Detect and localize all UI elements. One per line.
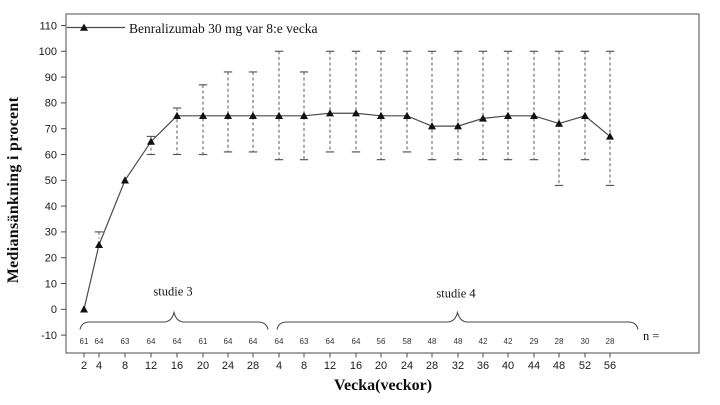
svg-text:63: 63 [300,337,309,346]
series-line [83,112,611,310]
svg-text:12: 12 [324,360,336,372]
svg-text:16: 16 [350,360,362,372]
svg-text:110: 110 [39,20,57,32]
study-braces [79,310,639,330]
svg-text:10: 10 [45,278,57,290]
svg-text:4: 4 [276,360,282,372]
svg-text:52: 52 [579,360,591,372]
svg-text:64: 64 [95,337,104,346]
svg-text:63: 63 [121,337,130,346]
svg-text:8: 8 [301,360,307,372]
svg-text:42: 42 [504,337,513,346]
svg-text:-10: -10 [41,330,57,342]
svg-text:64: 64 [147,337,156,346]
svg-text:64: 64 [326,337,335,346]
x-axis-title: Vecka(veckor) [333,377,433,394]
svg-text:48: 48 [553,360,565,372]
svg-text:20: 20 [375,360,387,372]
svg-text:44: 44 [528,360,540,372]
error-bars [94,50,615,239]
svg-text:28: 28 [247,360,259,372]
study-3-label: studie 3 [153,284,193,299]
svg-text:0: 0 [51,304,57,316]
n-equals-label: n = [643,329,660,343]
svg-text:2: 2 [81,360,87,372]
svg-text:16: 16 [171,360,183,372]
n-values-row: 61 64 63 64 64 61 64 64 64 63 64 64 56 58 48 48 42 42 29 28… [80,337,615,346]
svg-text:36: 36 [477,360,489,372]
svg-text:28: 28 [426,360,438,372]
legend-label: Benralizumab 30 mg var 8:e vecka [129,21,318,36]
svg-text:24: 24 [222,360,234,372]
study-4-label: studie 4 [436,286,476,301]
svg-text:50: 50 [45,175,57,187]
svg-text:42: 42 [479,337,488,346]
svg-text:61: 61 [199,337,208,346]
svg-text:56: 56 [604,360,616,372]
legend-marker [67,23,125,31]
svg-text:32: 32 [452,360,464,372]
y-axis-title: Mediansänkning i procent [5,96,22,284]
svg-text:58: 58 [403,337,412,346]
svg-text:48: 48 [454,337,463,346]
svg-text:70: 70 [45,124,57,136]
svg-text:56: 56 [377,337,386,346]
svg-text:28: 28 [606,337,615,346]
svg-text:40: 40 [45,201,57,213]
svg-text:30: 30 [581,337,590,346]
svg-text:20: 20 [45,253,57,265]
series-markers [80,109,614,313]
svg-text:61: 61 [80,337,89,346]
svg-text:24: 24 [401,360,413,372]
svg-text:80: 80 [45,98,57,110]
svg-text:48: 48 [428,337,437,346]
svg-text:28: 28 [555,337,564,346]
svg-text:30: 30 [45,227,57,239]
svg-text:60: 60 [45,149,57,161]
svg-text:64: 64 [275,337,284,346]
svg-text:29: 29 [530,337,539,346]
svg-text:8: 8 [122,360,128,372]
svg-text:20: 20 [197,360,209,372]
svg-text:40: 40 [502,360,514,372]
svg-text:64: 64 [224,337,233,346]
svg-text:12: 12 [145,360,157,372]
svg-text:64: 64 [173,337,182,346]
svg-text:4: 4 [96,360,102,372]
svg-text:64: 64 [352,337,361,346]
svg-text:100: 100 [39,46,57,58]
svg-text:64: 64 [249,337,258,346]
svg-text:90: 90 [45,72,57,84]
